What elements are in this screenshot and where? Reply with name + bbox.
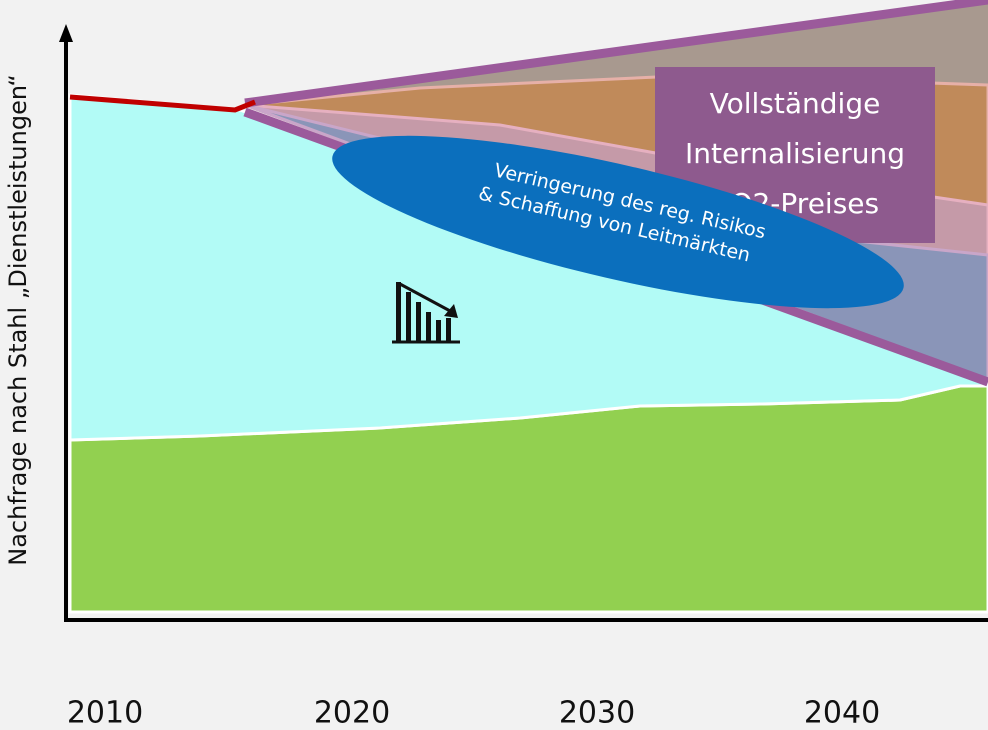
history-line xyxy=(69,94,256,113)
x-label: 2020 xyxy=(314,696,390,730)
box-line: Vollständige xyxy=(710,87,881,120)
y-axis-label: Nachfrage nach Stahl „Dienstleistungen“ xyxy=(4,74,32,565)
demand-area xyxy=(68,93,988,442)
x-label: 2010 xyxy=(67,696,143,730)
measure-ellipse xyxy=(332,135,904,309)
x-label: 2040 xyxy=(804,696,880,730)
upper-bound xyxy=(244,0,988,108)
y-axis-arrow xyxy=(59,24,73,42)
box-text: Vollständige Internalisierung CO2-Preise… xyxy=(685,87,905,220)
chart-icon xyxy=(392,282,460,344)
x-label: 2030 xyxy=(559,696,635,730)
box-line: Internalisierung xyxy=(685,137,905,170)
x-labels: 2010 2020 2030 2040 xyxy=(67,696,880,730)
